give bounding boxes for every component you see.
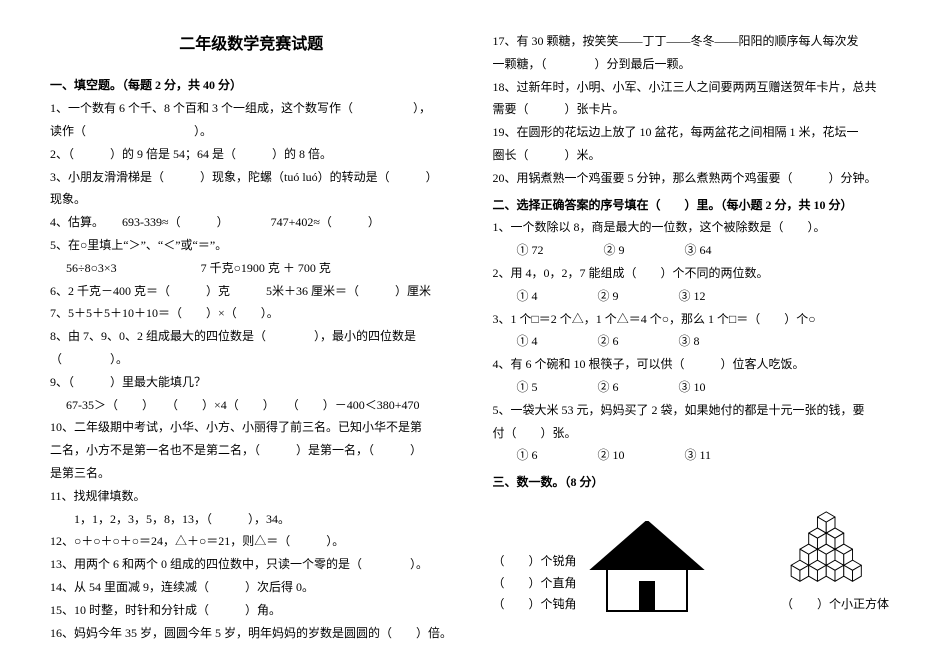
section-2-head: 二、选择正确答案的序号填在（ ）里。（每小题 2 分，共 10 分） — [493, 194, 896, 217]
q9a: 9、（ ）里最大能填几？ — [50, 371, 453, 394]
q4: 4、估算。 693-339≈（ ） 747+402≈（ ） — [50, 211, 453, 234]
q3b: 现象。 — [50, 188, 453, 211]
q16: 16、妈妈今年 35 岁，圆圆今年 5 岁，明年妈妈的岁数是圆圆的（ ）倍。 — [50, 622, 453, 645]
q11a: 11、找规律填数。 — [50, 485, 453, 508]
q11b: 1，1，2，3，5，8，13，（ ），34。 — [50, 508, 453, 531]
q13: 13、用两个 6 和两个 0 组成的四位数中，只读一个零的是（ ）。 — [50, 553, 453, 576]
section-3-head: 三、数一数。（8 分） — [493, 471, 896, 494]
angle-labels: （ ）个锐角 （ ）个直角 （ ）个钝角 — [493, 551, 577, 616]
c5b: 付（ ）张。 — [493, 422, 896, 445]
c1o: ① 72 ② 9 ③ 64 — [493, 239, 896, 262]
c1: 1、一个数除以 8，商是最大的一位数，这个被除数是（ ）。 — [493, 216, 896, 239]
q1b: 读作（ ）。 — [50, 120, 453, 143]
q19b: 圈长（ ）米。 — [493, 144, 896, 167]
c5o: ① 6 ② 10 ③ 11 — [493, 444, 896, 467]
c2: 2、用 4，0，2，7 能组成（ ）个不同的两位数。 — [493, 262, 896, 285]
q20: 20、用锅煮熟一个鸡蛋要 5 分钟，那么煮熟两个鸡蛋要（ ）分钟。 — [493, 167, 896, 190]
q8a: 8、由 7、9、0、2 组成最大的四位数是（ ），最小的四位数是 — [50, 325, 453, 348]
q10b: 二名，小方不是第一名也不是第二名，（ ）是第一名，（ ） — [50, 439, 453, 462]
q8b: （ ）。 — [50, 348, 453, 371]
q10a: 10、二年级期中考试，小华、小方、小丽得了前三名。已知小华不是第 — [50, 416, 453, 439]
q5a: 5、在○里填上“＞”、“＜”或“＝”。 — [50, 234, 453, 257]
c2o: ① 4 ② 9 ③ 12 — [493, 285, 896, 308]
q18b: 需要（ ）张卡片。 — [493, 98, 896, 121]
q17b: 一颗糖，（ ）分到最后一颗。 — [493, 53, 896, 76]
cube-label: （ ）个小正方体 — [781, 593, 889, 616]
acute-label: （ ）个锐角 — [493, 551, 577, 573]
q3a: 3、小朋友滑滑梯是（ ）现象，陀螺（tuó luó）的转动是（ ） — [50, 166, 453, 189]
q17a: 17、有 30 颗糖，按笑笑——丁丁——冬冬——阳阳的顺序每人每次发 — [493, 30, 896, 53]
q19a: 19、在圆形的花坛边上放了 10 盆花，每两盆花之间相隔 1 米，花坛一 — [493, 121, 896, 144]
q1a: 1、一个数有 6 个千、8 个百和 3 个一组成，这个数写作（ ）， — [50, 97, 453, 120]
figures-row: （ ）个锐角 （ ）个直角 （ ）个钝角 — [493, 498, 896, 616]
c5a: 5、一袋大米 53 元，妈妈买了 2 袋，如果她付的都是十元一张的钱，要 — [493, 399, 896, 422]
q18a: 18、过新年时，小明、小军、小江三人之间要两两互赠送贺年卡片，总共 — [493, 76, 896, 99]
q7: 7、5＋5＋5＋10＋10＝（ ）×（ ）。 — [50, 302, 453, 325]
q9b: 67-35＞（ ） （ ）×4（ ） （ ）－400＜380+470 — [50, 394, 453, 417]
c4: 4、有 6 个碗和 10 根筷子，可以供（ ）位客人吃饭。 — [493, 353, 896, 376]
q14: 14、从 54 里面减 9，连续减（ ）次后得 0。 — [50, 576, 453, 599]
left-column: 二年级数学竞赛试题 一、填空题。（每题 2 分，共 40 分） 1、一个数有 6… — [50, 30, 453, 635]
cubes-icon — [775, 498, 895, 593]
q12: 12、○＋○＋○＋○＝24，△＋○＝21，则△＝（ ）。 — [50, 530, 453, 553]
q5b: 56÷8○3×3 7 千克○1900 克 ＋ 700 克 — [50, 257, 453, 280]
obtuse-label: （ ）个钝角 — [493, 594, 577, 616]
right-label: （ ）个直角 — [493, 573, 577, 595]
c4o: ① 5 ② 6 ③ 10 — [493, 376, 896, 399]
q15: 15、10 时整，时针和分针成（ ）角。 — [50, 599, 453, 622]
c3: 3、1 个□＝2 个△，1 个△＝4 个○，那么 1 个□＝（ ）个○ — [493, 308, 896, 331]
house-icon — [587, 521, 707, 616]
cubes-figure: （ ）个小正方体 — [775, 498, 895, 616]
c3o: ① 4 ② 6 ③ 8 — [493, 330, 896, 353]
section-1-head: 一、填空题。（每题 2 分，共 40 分） — [50, 74, 453, 97]
page-title: 二年级数学竞赛试题 — [50, 30, 453, 60]
q6: 6、2 千克－400 克＝（ ）克 5米＋36 厘米＝（ ）厘米 — [50, 280, 453, 303]
right-column: 17、有 30 颗糖，按笑笑——丁丁——冬冬——阳阳的顺序每人每次发 一颗糖，（… — [493, 30, 896, 635]
q2: 2、（ ）的 9 倍是 54；64 是（ ）的 8 倍。 — [50, 143, 453, 166]
q10c: 是第三名。 — [50, 462, 453, 485]
